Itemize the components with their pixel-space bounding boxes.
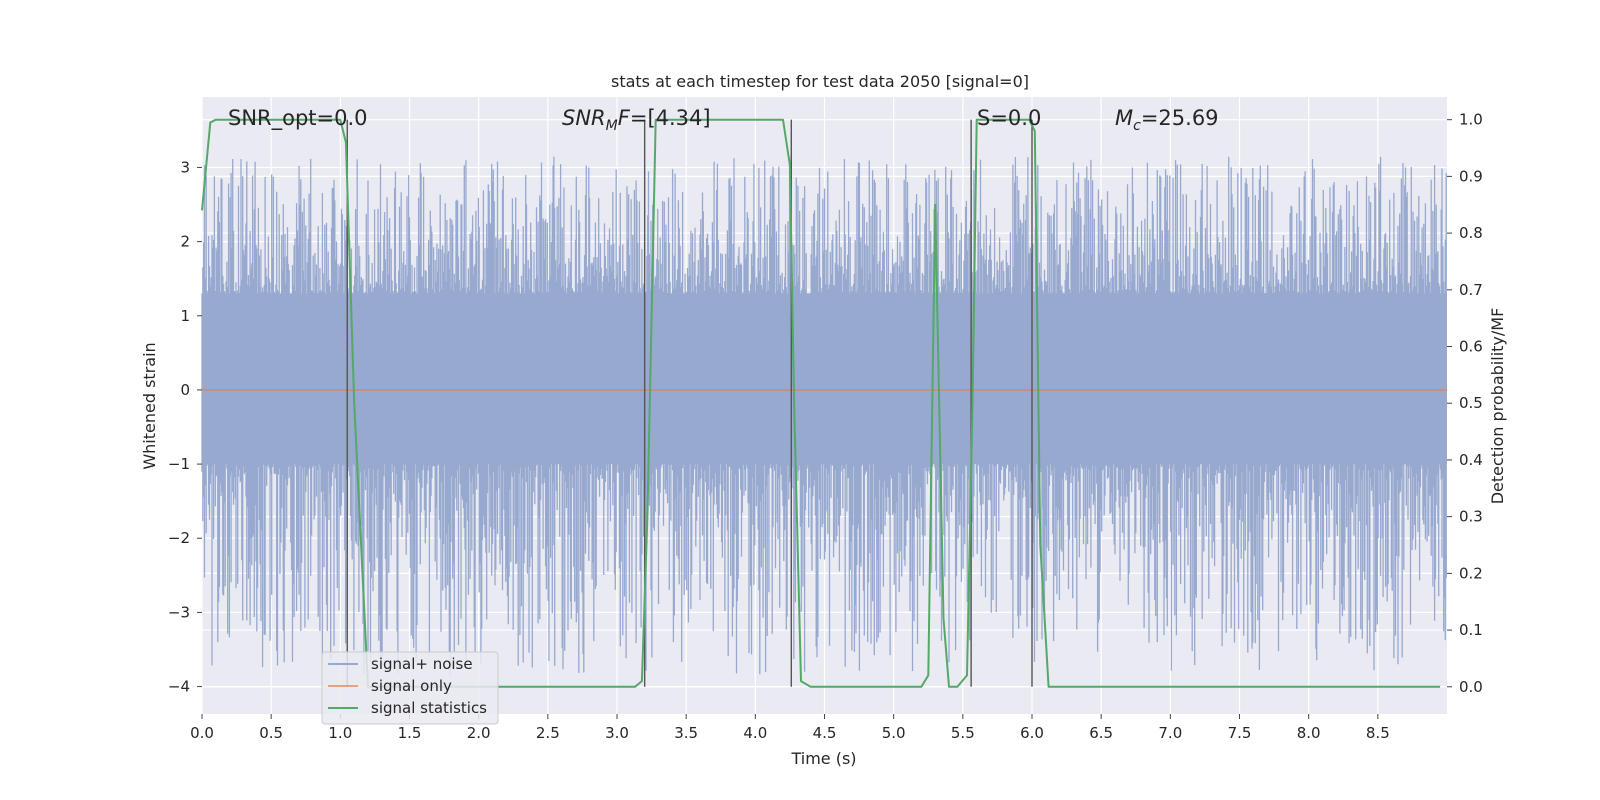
x-tick-label: 2.5 xyxy=(536,724,560,742)
x-tick-label: 7.5 xyxy=(1228,724,1252,742)
x-tick-label: 4.5 xyxy=(813,724,837,742)
chart-title: stats at each timestep for test data 205… xyxy=(611,72,1029,91)
y-tick-label: 0 xyxy=(180,381,190,399)
x-tick-label: 3.0 xyxy=(605,724,629,742)
x-tick-label: 3.5 xyxy=(674,724,698,742)
y2-tick-label: 0.9 xyxy=(1459,167,1483,185)
legend-label-noise: signal+ noise xyxy=(371,655,473,673)
statistics-line xyxy=(201,118,1441,688)
x-tick-label: 4.0 xyxy=(743,724,767,742)
y-tick-label: −1 xyxy=(168,455,190,473)
x-tick-label: 1.5 xyxy=(398,724,422,742)
annotation-snr-mf: SNRMF=[4.34] xyxy=(562,106,711,134)
x-tick-label: 0.5 xyxy=(259,724,283,742)
statistics-series xyxy=(201,118,1441,688)
x-tick-label: 8.0 xyxy=(1297,724,1321,742)
y2-tick-label: 0.7 xyxy=(1459,281,1483,299)
annotation-s-value: S=0.0 xyxy=(977,106,1041,130)
x-tick-label: 0.0 xyxy=(190,724,214,742)
x-axis-ticks: 0.0 0.5 1.0 1.5 2.0 2.5 3.0 3.5 4.0 4.5 5.0 5.5 6.0 6… xyxy=(190,714,1390,742)
y2-tick-label: 0.1 xyxy=(1459,621,1483,639)
y2-axis-ticks: 1.0 0.9 0.8 0.7 0.6 0.5 0.4 0.3 0.2 0.1 0.0 xyxy=(1447,111,1483,696)
y-axis-label: Whitened strain xyxy=(140,342,159,469)
y2-tick-label: 0.0 xyxy=(1459,678,1483,696)
y-axis-ticks: 3 2 1 0 −1 −2 −3 −4 xyxy=(168,158,202,696)
y2-tick-label: 1.0 xyxy=(1459,111,1483,129)
y-tick-label: −3 xyxy=(168,603,190,621)
x-tick-label: 5.0 xyxy=(882,724,906,742)
y-tick-label: 2 xyxy=(180,233,190,251)
x-tick-label: 6.5 xyxy=(1089,724,1113,742)
y2-tick-label: 0.4 xyxy=(1459,451,1483,469)
annotation-snr-opt: SNR_opt=0.0 xyxy=(228,106,368,131)
x-tick-label: 5.5 xyxy=(951,724,975,742)
y-tick-label: 1 xyxy=(180,307,190,325)
legend: signal+ noise signal only signal statist… xyxy=(321,651,499,725)
legend-box xyxy=(321,651,499,725)
y2-tick-label: 0.8 xyxy=(1459,224,1483,242)
legend-label-stats: signal statistics xyxy=(371,699,487,717)
annotation-mc-number: =25.69 xyxy=(1141,106,1219,130)
y2-tick-label: 0.2 xyxy=(1459,564,1483,582)
noise-series xyxy=(201,156,1447,675)
annotation-snr-mf-value: [4.34] xyxy=(647,106,710,130)
y2-tick-label: 0.5 xyxy=(1459,394,1483,412)
y2-axis-label: Detection probability/MF xyxy=(1488,308,1507,505)
x-tick-label: 1.0 xyxy=(328,724,352,742)
x-tick-label: 2.0 xyxy=(467,724,491,742)
x-tick-label: 7.0 xyxy=(1158,724,1182,742)
x-tick-label: 6.0 xyxy=(1020,724,1044,742)
annotation-mc-value: Mc=25.69 xyxy=(1115,106,1219,134)
x-axis-label: Time (s) xyxy=(790,749,856,768)
y-tick-label: −2 xyxy=(168,529,190,547)
y-tick-label: −4 xyxy=(168,678,190,696)
y2-tick-label: 0.6 xyxy=(1459,338,1483,356)
y-tick-label: 3 xyxy=(180,158,190,176)
x-tick-label: 8.5 xyxy=(1366,724,1390,742)
y2-tick-label: 0.3 xyxy=(1459,508,1483,526)
legend-label-signal: signal only xyxy=(371,677,452,695)
